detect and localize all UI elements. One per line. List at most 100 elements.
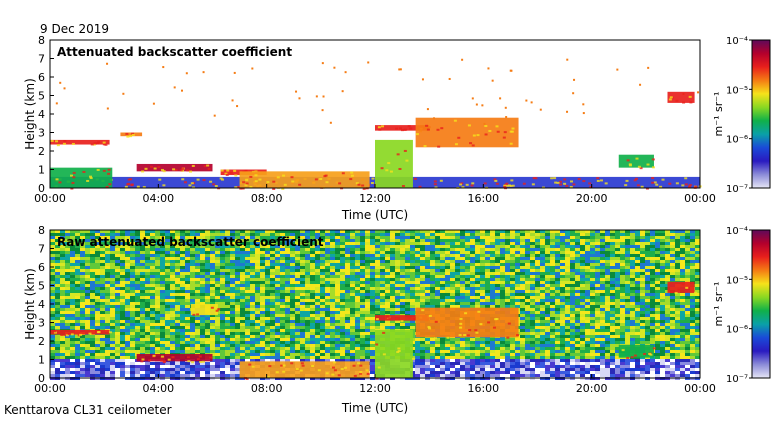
noise-cell bbox=[340, 254, 345, 257]
noise-cell bbox=[290, 269, 295, 272]
noise-cell bbox=[85, 305, 90, 308]
noise-cell bbox=[300, 296, 305, 299]
noise-cell bbox=[60, 284, 65, 287]
noise-cell bbox=[345, 308, 350, 311]
noise-cell bbox=[405, 308, 410, 311]
noise-cell bbox=[385, 266, 390, 269]
noise-cell bbox=[325, 233, 330, 236]
noise-cell bbox=[340, 329, 345, 332]
feature-texture bbox=[401, 129, 404, 131]
noise-cell bbox=[590, 254, 595, 257]
noise-cell bbox=[650, 281, 655, 284]
noise-cell bbox=[530, 233, 535, 236]
noise-cell bbox=[250, 284, 255, 287]
noise-cell bbox=[285, 329, 290, 332]
noise-cell bbox=[555, 239, 560, 242]
noise-cell bbox=[180, 260, 185, 263]
noise-cell bbox=[615, 236, 620, 239]
noise-cell bbox=[345, 317, 350, 320]
noise-cell bbox=[65, 281, 70, 284]
noise-cell bbox=[165, 326, 170, 329]
noise-cell bbox=[170, 317, 175, 320]
noise-cell bbox=[65, 323, 70, 326]
noise-cell bbox=[665, 233, 670, 236]
noise-cell bbox=[375, 296, 380, 299]
noise-cell bbox=[305, 272, 310, 275]
noise-cell bbox=[140, 281, 145, 284]
noise-cell bbox=[405, 305, 410, 308]
noise-cell bbox=[170, 332, 175, 335]
noise-cell bbox=[395, 266, 400, 269]
noise-cell bbox=[115, 329, 120, 332]
noise-cell bbox=[520, 296, 525, 299]
noise-cell bbox=[460, 257, 465, 260]
noise-cell bbox=[295, 305, 300, 308]
noise-cell bbox=[180, 284, 185, 287]
noise-cell bbox=[525, 236, 530, 239]
feature-texture bbox=[184, 181, 187, 183]
noise-cell bbox=[395, 257, 400, 260]
noise-cell bbox=[120, 278, 125, 281]
noise-cell bbox=[525, 239, 530, 242]
noise-cell bbox=[605, 233, 610, 236]
noise-cell bbox=[165, 269, 170, 272]
noise-cell bbox=[105, 278, 110, 281]
noise-cell bbox=[680, 299, 685, 302]
noise-cell bbox=[235, 284, 240, 287]
noise-cell bbox=[305, 293, 310, 296]
noise-cell bbox=[335, 281, 340, 284]
noise-cell bbox=[145, 296, 150, 299]
noise-cell bbox=[110, 266, 115, 269]
noise-cell bbox=[305, 311, 310, 314]
noise-cell bbox=[70, 260, 75, 263]
noise-cell bbox=[345, 266, 350, 269]
noise-cell bbox=[645, 299, 650, 302]
noise-cell bbox=[255, 287, 260, 290]
noise-cell bbox=[250, 278, 255, 281]
noise-cell bbox=[445, 248, 450, 251]
noise-cell bbox=[660, 236, 665, 239]
noise-cell bbox=[420, 260, 425, 263]
noise-cell bbox=[55, 299, 60, 302]
noise-cell bbox=[410, 302, 415, 305]
noise-cell bbox=[570, 314, 575, 317]
noise-cell bbox=[125, 254, 130, 257]
noise-cell bbox=[610, 233, 615, 236]
noise-cell bbox=[320, 275, 325, 278]
feature-texture bbox=[315, 178, 318, 180]
noise-cell bbox=[675, 260, 680, 263]
noise-cell bbox=[690, 296, 695, 299]
noise-cell bbox=[70, 251, 75, 254]
noise-cell bbox=[425, 287, 430, 290]
noise-cell bbox=[575, 242, 580, 245]
noise-cell bbox=[195, 299, 200, 302]
noise-cell bbox=[610, 251, 615, 254]
noise-cell bbox=[335, 323, 340, 326]
noise-cell bbox=[520, 257, 525, 260]
noise-cell bbox=[580, 260, 585, 263]
speckle bbox=[540, 109, 542, 111]
noise-cell bbox=[685, 245, 690, 248]
noise-cell bbox=[135, 311, 140, 314]
noise-cell bbox=[530, 332, 535, 335]
noise-cell bbox=[270, 332, 275, 335]
noise-cell bbox=[480, 251, 485, 254]
noise-cell bbox=[595, 242, 600, 245]
noise-cell bbox=[565, 257, 570, 260]
feature-texture bbox=[488, 130, 491, 132]
noise-cell bbox=[330, 260, 335, 263]
noise-cell bbox=[165, 263, 170, 266]
feature-texture bbox=[416, 133, 419, 135]
noise-cell bbox=[370, 239, 375, 242]
noise-cell bbox=[195, 272, 200, 275]
noise-cell bbox=[140, 320, 145, 323]
noise-cell bbox=[540, 245, 545, 248]
noise-cell bbox=[625, 314, 630, 317]
noise-cell bbox=[55, 323, 60, 326]
noise-cell bbox=[685, 308, 690, 311]
noise-cell bbox=[530, 296, 535, 299]
noise-cell bbox=[380, 305, 385, 308]
noise-cell bbox=[550, 239, 555, 242]
noise-cell bbox=[205, 260, 210, 263]
noise-cell bbox=[190, 299, 195, 302]
